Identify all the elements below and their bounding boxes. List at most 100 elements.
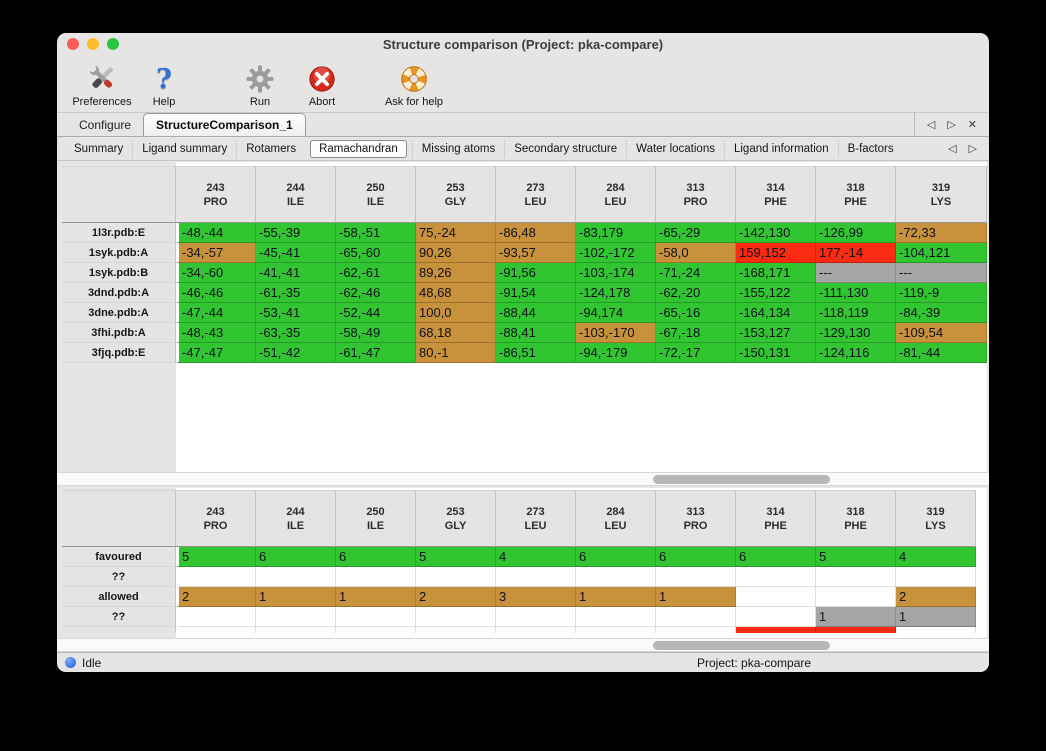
zoom-window-button[interactable] (107, 38, 119, 50)
data-cell[interactable]: 1 (256, 587, 336, 607)
data-cell[interactable]: -94,174 (576, 303, 656, 323)
data-cell[interactable]: --- (816, 263, 896, 283)
subtab-next-icon[interactable]: ▷ (968, 143, 977, 155)
data-cell[interactable]: 1 (816, 607, 896, 627)
data-cell[interactable]: 6 (256, 547, 336, 567)
top-horizontal-scrollbar[interactable] (57, 472, 989, 486)
data-cell[interactable]: -62,-20 (656, 283, 736, 303)
data-cell[interactable]: -104,121 (896, 243, 987, 263)
data-cell[interactable]: 1 (656, 587, 736, 607)
subtab-secondary-structure[interactable]: Secondary structure (504, 139, 626, 158)
data-cell[interactable]: -45,-41 (256, 243, 336, 263)
data-cell[interactable]: -48,-43 (176, 323, 256, 343)
data-cell[interactable] (656, 607, 736, 627)
data-cell[interactable]: -155,122 (736, 283, 816, 303)
data-cell[interactable]: 75,-24 (416, 223, 496, 243)
data-cell[interactable] (176, 607, 256, 627)
data-cell[interactable]: 90,26 (416, 243, 496, 263)
subtab-missing-atoms[interactable]: Missing atoms (411, 139, 505, 158)
data-cell[interactable]: 2 (176, 587, 256, 607)
abort-button[interactable]: Abort (291, 58, 353, 108)
subtab-summary[interactable]: Summary (74, 142, 124, 155)
data-cell[interactable]: -72,-17 (656, 343, 736, 363)
tab-configure[interactable]: Configure (79, 118, 132, 132)
data-cell[interactable]: -168,171 (736, 263, 816, 283)
data-cell[interactable]: -124,116 (816, 343, 896, 363)
data-cell[interactable]: -84,-39 (896, 303, 987, 323)
tab-next-icon[interactable]: ▷ (947, 119, 956, 131)
data-cell[interactable] (896, 627, 976, 633)
data-cell[interactable]: 6 (336, 547, 416, 567)
data-cell[interactable] (256, 627, 336, 633)
data-cell[interactable]: --- (896, 263, 987, 283)
scrollbar-thumb[interactable] (653, 475, 830, 484)
data-cell[interactable]: 48,68 (416, 283, 496, 303)
data-cell[interactable] (656, 567, 736, 587)
data-cell[interactable]: -52,-44 (336, 303, 416, 323)
minimize-window-button[interactable] (87, 38, 99, 50)
data-cell[interactable]: -88,41 (496, 323, 576, 343)
data-cell[interactable]: -46,-46 (176, 283, 256, 303)
data-cell[interactable]: -124,178 (576, 283, 656, 303)
data-cell[interactable]: -65,-29 (656, 223, 736, 243)
data-cell[interactable]: -62,-46 (336, 283, 416, 303)
data-cell[interactable]: -86,51 (496, 343, 576, 363)
subtab-rotamers[interactable]: Rotamers (236, 139, 305, 158)
data-cell[interactable]: -58,-51 (336, 223, 416, 243)
data-cell[interactable]: 4 (496, 547, 576, 567)
data-cell[interactable]: -61,-47 (336, 343, 416, 363)
data-cell[interactable] (416, 627, 496, 633)
data-cell[interactable]: 89,26 (416, 263, 496, 283)
data-cell[interactable] (416, 607, 496, 627)
data-cell[interactable] (576, 607, 656, 627)
data-cell[interactable]: 100,0 (416, 303, 496, 323)
data-cell[interactable] (736, 567, 816, 587)
data-cell[interactable]: -53,-41 (256, 303, 336, 323)
data-cell[interactable]: -34,-57 (176, 243, 256, 263)
data-cell[interactable]: -62,-61 (336, 263, 416, 283)
data-cell[interactable]: 6 (736, 547, 816, 567)
subtab-ligand-information[interactable]: Ligand information (723, 139, 838, 158)
data-cell[interactable]: -91,54 (496, 283, 576, 303)
data-cell[interactable]: 1 (576, 587, 656, 607)
data-cell[interactable]: 5 (176, 547, 256, 567)
data-cell[interactable]: -63,-35 (256, 323, 336, 343)
data-cell[interactable]: 5 (816, 547, 896, 567)
data-cell[interactable]: 159,152 (736, 243, 816, 263)
ask-for-help-button[interactable]: Ask for help (383, 58, 445, 108)
data-cell[interactable] (736, 627, 816, 633)
data-cell[interactable]: -94,-179 (576, 343, 656, 363)
data-cell[interactable] (256, 567, 336, 587)
data-cell[interactable]: 2 (416, 587, 496, 607)
data-cell[interactable] (896, 567, 976, 587)
data-cell[interactable]: -111,130 (816, 283, 896, 303)
data-cell[interactable]: 1 (336, 587, 416, 607)
data-cell[interactable]: 6 (656, 547, 736, 567)
data-cell[interactable]: -119,-9 (896, 283, 987, 303)
data-cell[interactable]: -153,127 (736, 323, 816, 343)
scrollbar-thumb[interactable] (653, 641, 830, 650)
data-cell[interactable]: -51,-42 (256, 343, 336, 363)
data-cell[interactable]: -71,-24 (656, 263, 736, 283)
data-cell[interactable]: -72,33 (896, 223, 987, 243)
data-cell[interactable]: -86,48 (496, 223, 576, 243)
data-cell[interactable]: -102,-172 (576, 243, 656, 263)
data-cell[interactable]: -103,-170 (576, 323, 656, 343)
data-cell[interactable] (816, 627, 896, 633)
run-button[interactable]: Run (229, 58, 291, 108)
data-cell[interactable]: -83,179 (576, 223, 656, 243)
tab-structurecomparison-1[interactable]: StructureComparison_1 (143, 113, 306, 136)
data-cell[interactable] (816, 587, 896, 607)
data-cell[interactable]: -93,57 (496, 243, 576, 263)
data-cell[interactable]: 68,18 (416, 323, 496, 343)
data-cell[interactable]: -55,-39 (256, 223, 336, 243)
data-cell[interactable]: -91,56 (496, 263, 576, 283)
subtab-prev-icon[interactable]: ◁ (948, 143, 957, 155)
data-cell[interactable]: -150,131 (736, 343, 816, 363)
data-cell[interactable] (496, 607, 576, 627)
data-cell[interactable]: -67,-18 (656, 323, 736, 343)
data-cell[interactable] (496, 627, 576, 633)
data-cell[interactable]: -41,-41 (256, 263, 336, 283)
data-cell[interactable] (336, 627, 416, 633)
data-cell[interactable]: -58,0 (656, 243, 736, 263)
